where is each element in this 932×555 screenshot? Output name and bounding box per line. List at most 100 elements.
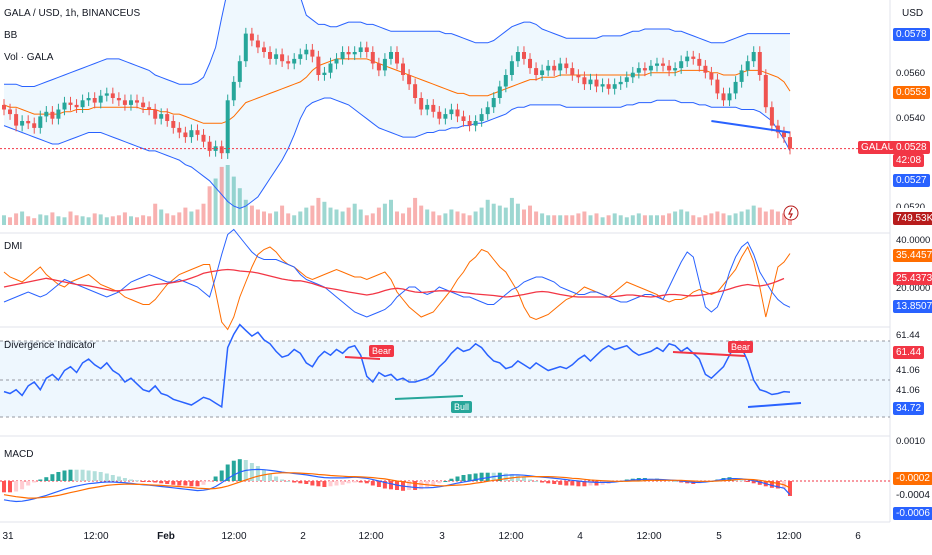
candle-body <box>485 107 490 115</box>
macd-hist-bar <box>62 470 67 481</box>
macd-hist-bar <box>44 477 49 481</box>
candle-body <box>92 98 97 103</box>
volume-bar <box>703 215 708 225</box>
volume-bar <box>401 213 405 225</box>
candle-body <box>715 79 720 94</box>
time-tick: 12:00 <box>636 531 662 542</box>
volume-bar <box>455 211 460 225</box>
macd-hist-bar <box>461 475 466 481</box>
macd-hist-bar <box>673 481 678 482</box>
candle-body <box>249 33 254 41</box>
volume-bar <box>195 209 200 225</box>
volume-bar <box>443 213 448 225</box>
candle-body <box>171 121 176 128</box>
candle-body <box>104 93 109 96</box>
volume-bar <box>213 178 218 225</box>
macd-hist-bar <box>104 473 109 481</box>
volume-bar <box>86 217 91 225</box>
bull-divergence-line <box>394 395 464 400</box>
volume-bar <box>667 213 672 225</box>
volume-bar <box>310 205 315 225</box>
candle-body <box>721 93 726 101</box>
macd-hist-bar <box>237 459 242 481</box>
lightning-icon <box>783 205 799 221</box>
volume-bar <box>26 216 31 225</box>
dmi-title[interactable]: DMI <box>4 241 23 252</box>
macd-hist-bar <box>588 481 593 486</box>
macd-hist-bar <box>26 481 31 486</box>
volume-bar <box>62 217 67 225</box>
macd-hist-bar <box>159 481 164 484</box>
volume-bar <box>588 215 593 225</box>
volume-bar <box>558 215 563 225</box>
macd-hist-bar <box>38 479 43 481</box>
countdown-tag: 42:08 <box>893 154 925 167</box>
macd-hist-bar <box>165 481 170 484</box>
volume-bar <box>304 207 309 225</box>
candle-body <box>630 72 635 78</box>
volume-bar <box>135 217 139 225</box>
macd-hist-bar <box>122 478 127 481</box>
volume-bar <box>582 211 587 225</box>
candle-body <box>606 84 611 89</box>
bb-legend[interactable]: BB <box>4 30 18 41</box>
candle-body <box>26 121 31 124</box>
volume-bar <box>219 166 224 225</box>
candle-body <box>110 93 115 98</box>
candle-body <box>141 102 146 108</box>
volume-bar <box>618 215 623 225</box>
time-tick: 31 <box>2 531 14 542</box>
time-tick: 12:00 <box>83 531 109 542</box>
time-tick: 12:00 <box>221 531 247 542</box>
macd-hist-bar <box>346 481 351 484</box>
volume-legend[interactable]: Vol · GALA <box>4 52 54 63</box>
candle-body <box>195 130 200 135</box>
volume-bar <box>346 207 351 225</box>
volume-bar <box>104 217 109 225</box>
macd-hist-bar <box>443 481 448 482</box>
volume-bar <box>358 209 363 225</box>
volume-bar <box>630 215 635 225</box>
macd-hist-bar <box>195 481 200 487</box>
rsi-trend-line <box>747 402 802 408</box>
volume-bar <box>739 211 744 225</box>
candle-body <box>588 79 593 85</box>
macd-hist-bar <box>171 481 176 485</box>
bb-upper-line <box>4 0 790 87</box>
volume-bar <box>721 213 726 225</box>
dmi-tick: 20.0000 <box>896 283 931 294</box>
volume-bar <box>14 213 19 225</box>
candle-body <box>268 52 272 59</box>
macd-hist-bar <box>503 473 508 481</box>
candle-body <box>328 63 333 73</box>
volume-bar <box>370 213 375 225</box>
time-tick: 4 <box>577 531 583 542</box>
macd-hist-bar <box>497 472 502 481</box>
macd-hist-bar <box>98 472 103 481</box>
macd-hist-bar <box>280 479 285 481</box>
dmi-tick: 40.0000 <box>896 235 931 243</box>
macd-hist-bar <box>86 470 91 481</box>
macd-hist-bar <box>135 480 139 482</box>
divergence-title[interactable]: Divergence Indicator <box>4 340 96 351</box>
macd-hist-bar <box>775 481 780 489</box>
candle-body <box>310 49 315 57</box>
last-price-tag: 0.0528 <box>893 141 930 154</box>
macd-hist-bar <box>255 466 260 481</box>
candle-body <box>636 68 641 73</box>
macd-title[interactable]: MACD <box>4 449 34 460</box>
candle-body <box>534 68 539 75</box>
volume-bar <box>395 211 399 225</box>
macd-hist-bar <box>745 481 750 482</box>
macd-hist-bar <box>552 481 557 484</box>
candle-body <box>727 93 732 101</box>
candle-body <box>497 86 502 98</box>
candle-body <box>147 107 152 110</box>
macd-hist-bar <box>389 481 393 490</box>
volume-bar <box>491 203 496 225</box>
volume-bar <box>74 215 79 225</box>
macd-hist-bar <box>757 481 762 485</box>
price-tick: 0.0520 <box>896 202 926 208</box>
